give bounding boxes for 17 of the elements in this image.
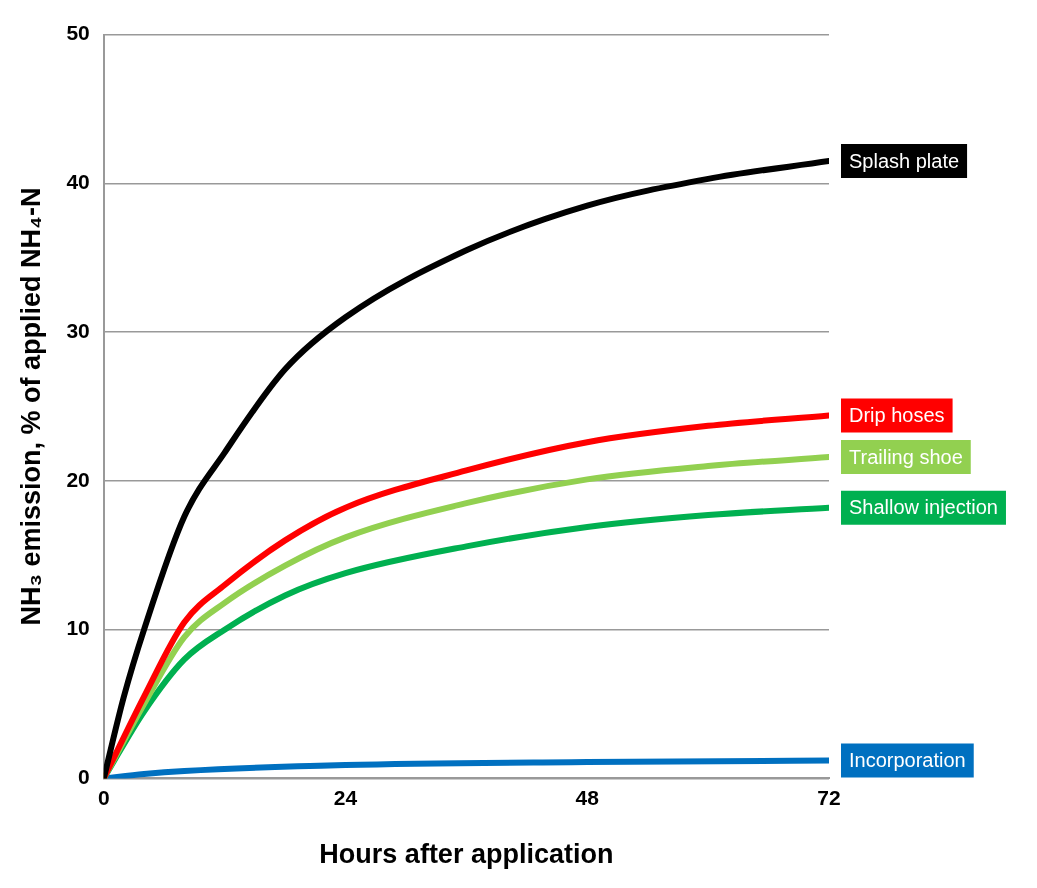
y-tick-label: 10 [66,616,90,640]
series-label: Shallow injection [849,496,998,519]
x-tick-label: 72 [817,785,841,809]
series-label: Trailing shoe [849,445,963,468]
series-label: Splash plate [849,149,960,172]
y-tick-label: 20 [66,467,90,491]
y-tick-label: 50 [66,21,90,45]
y-tick-label: 0 [78,765,90,789]
series-label: Incorporation [849,749,966,772]
series-label: Drip hoses [849,403,945,426]
x-tick-label: 48 [575,785,600,809]
y-tick-label: 30 [66,318,90,342]
y-tick-label: 40 [66,170,90,194]
y-axis-title: NH₃ emission, % of applied NH₄-N [15,187,46,626]
x-tick-label: 24 [333,785,358,809]
x-axis-title: Hours after application [319,839,614,870]
x-tick-label: 0 [97,785,110,809]
